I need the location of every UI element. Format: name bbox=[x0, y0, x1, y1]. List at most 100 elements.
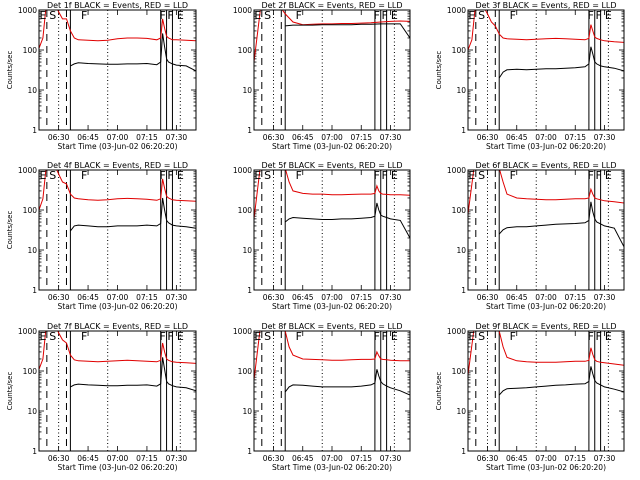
series-line-lld bbox=[39, 170, 196, 211]
panel-det-4: Det 4f BLACK = Events, RED = LLD 1 10 100 10… bbox=[6, 161, 197, 311]
plot-area bbox=[254, 331, 410, 451]
series-line-events bbox=[498, 366, 624, 396]
event-marker-label: E bbox=[39, 169, 46, 182]
panel-det-8: Det 8f BLACK = Events, RED = LLD 1 10 100 10… bbox=[233, 322, 411, 472]
x-tick-label: 07:00 bbox=[107, 454, 129, 463]
y-tick-label: 1000 bbox=[233, 166, 252, 175]
event-marker-label: S bbox=[264, 9, 271, 22]
x-tick-label: 06:30 bbox=[263, 454, 285, 463]
y-tick-label: 100 bbox=[238, 46, 253, 55]
x-tick-label: 07:30 bbox=[594, 454, 616, 463]
event-marker-label: F bbox=[381, 9, 387, 22]
x-tick-label: 07:15 bbox=[136, 293, 158, 302]
x-tick-label: 07:30 bbox=[380, 133, 402, 142]
x-tick-label: 07:15 bbox=[564, 293, 586, 302]
x-tick-label: 06:45 bbox=[77, 454, 99, 463]
event-marker-label: S bbox=[49, 330, 56, 343]
series-line-lld bbox=[468, 331, 624, 375]
event-marker-label: F bbox=[374, 9, 380, 22]
series-line-events bbox=[70, 357, 196, 392]
event-marker-label: F bbox=[595, 330, 601, 343]
x-tick-label: 07:30 bbox=[380, 293, 402, 302]
event-marker-label: E bbox=[39, 9, 46, 22]
series-line-lld bbox=[254, 170, 410, 219]
x-axis-label: Start Time (03-Jun-02 06:20:20) bbox=[58, 302, 178, 311]
y-tick-label: 1 bbox=[247, 286, 252, 295]
x-axis-label: Start Time (03-Jun-02 06:20:20) bbox=[272, 302, 392, 311]
y-tick-label: 1000 bbox=[233, 6, 252, 15]
y-tick-label: 1 bbox=[461, 286, 466, 295]
x-axis-label: Start Time (03-Jun-02 06:20:20) bbox=[486, 302, 606, 311]
panel-det-1: Det 1f BLACK = Events, RED = LLD 1 10 100 10… bbox=[6, 1, 197, 151]
event-marker-label: F bbox=[159, 9, 165, 22]
event-marker-label: E bbox=[391, 169, 398, 182]
event-marker-label: E bbox=[605, 330, 612, 343]
event-marker-label: S bbox=[49, 169, 56, 182]
x-tick-label: 07:00 bbox=[535, 454, 557, 463]
plot-frame bbox=[467, 169, 625, 291]
x-tick-label: 07:30 bbox=[594, 293, 616, 302]
y-tick-label: 100 bbox=[23, 46, 38, 55]
plot-area bbox=[39, 170, 196, 290]
y-tick-label: 1000 bbox=[18, 166, 37, 175]
y-tick-label: 10 bbox=[456, 407, 466, 416]
event-marker-label: F bbox=[374, 330, 380, 343]
y-tick-label: 1 bbox=[247, 126, 252, 135]
y-axis-label: Counts/sec bbox=[6, 372, 14, 411]
y-tick-label: 10 bbox=[242, 407, 252, 416]
event-marker-label: E bbox=[39, 330, 46, 343]
y-tick-label: 1000 bbox=[447, 327, 466, 336]
x-axis-label: Start Time (03-Jun-02 06:20:20) bbox=[272, 142, 392, 151]
event-marker-label: E bbox=[391, 330, 398, 343]
y-axis-label: Counts/sec bbox=[6, 51, 14, 90]
event-marker-label: E bbox=[468, 330, 475, 343]
plot-area bbox=[468, 10, 624, 130]
series-line-lld bbox=[39, 331, 196, 370]
panel-det-9: Det 9f BLACK = Events, RED = LLD 1 10 100 10… bbox=[435, 322, 625, 472]
plot-area bbox=[39, 331, 196, 451]
plot-frame bbox=[467, 330, 625, 452]
plot-frame bbox=[253, 169, 411, 291]
x-tick-label: 06:30 bbox=[477, 293, 499, 302]
plot-area bbox=[254, 10, 410, 130]
y-tick-label: 1 bbox=[247, 447, 252, 456]
event-marker-label: F bbox=[167, 169, 173, 182]
y-tick-label: 1000 bbox=[18, 327, 37, 336]
x-tick-label: 07:15 bbox=[350, 133, 372, 142]
x-tick-label: 06:45 bbox=[506, 293, 528, 302]
chart-title: Det 7f BLACK = Events, RED = LLD bbox=[47, 322, 188, 331]
event-marker-label: E bbox=[468, 169, 475, 182]
x-tick-label: 07:15 bbox=[136, 454, 158, 463]
x-tick-label: 06:30 bbox=[48, 454, 70, 463]
event-marker-label: F bbox=[510, 169, 516, 182]
event-marker-label: E bbox=[177, 169, 184, 182]
chart-title: Det 3f BLACK = Events, RED = LLD bbox=[475, 1, 616, 10]
plot-frame bbox=[38, 330, 197, 452]
x-tick-label: 07:15 bbox=[564, 133, 586, 142]
series-line-lld bbox=[468, 170, 624, 214]
series-line-lld bbox=[254, 10, 410, 63]
x-axis-label: Start Time (03-Jun-02 06:20:20) bbox=[486, 142, 606, 151]
y-tick-label: 10 bbox=[456, 246, 466, 255]
event-marker-label: F bbox=[510, 9, 516, 22]
x-tick-label: 06:45 bbox=[292, 133, 314, 142]
plot-area bbox=[39, 10, 196, 130]
event-marker-label: F bbox=[374, 169, 380, 182]
event-marker-label: F bbox=[296, 169, 302, 182]
y-tick-label: 10 bbox=[242, 246, 252, 255]
event-marker-label: E bbox=[177, 9, 184, 22]
event-marker-label: S bbox=[264, 330, 271, 343]
y-tick-label: 10 bbox=[27, 407, 37, 416]
panel-det-5: Det 5f BLACK = Events, RED = LLD 1 10 100 10… bbox=[233, 161, 411, 311]
x-tick-label: 07:15 bbox=[350, 454, 372, 463]
y-tick-label: 1 bbox=[32, 126, 37, 135]
x-tick-label: 07:00 bbox=[535, 133, 557, 142]
y-tick-label: 1 bbox=[461, 126, 466, 135]
y-tick-label: 10 bbox=[242, 86, 252, 95]
y-tick-label: 100 bbox=[23, 206, 38, 215]
event-marker-label: F bbox=[296, 9, 302, 22]
x-tick-label: 06:30 bbox=[477, 133, 499, 142]
panel-det-6: Det 6f BLACK = Events, RED = LLD 1 10 100 10… bbox=[447, 161, 625, 311]
event-marker-label: F bbox=[595, 9, 601, 22]
y-tick-label: 100 bbox=[452, 367, 467, 376]
